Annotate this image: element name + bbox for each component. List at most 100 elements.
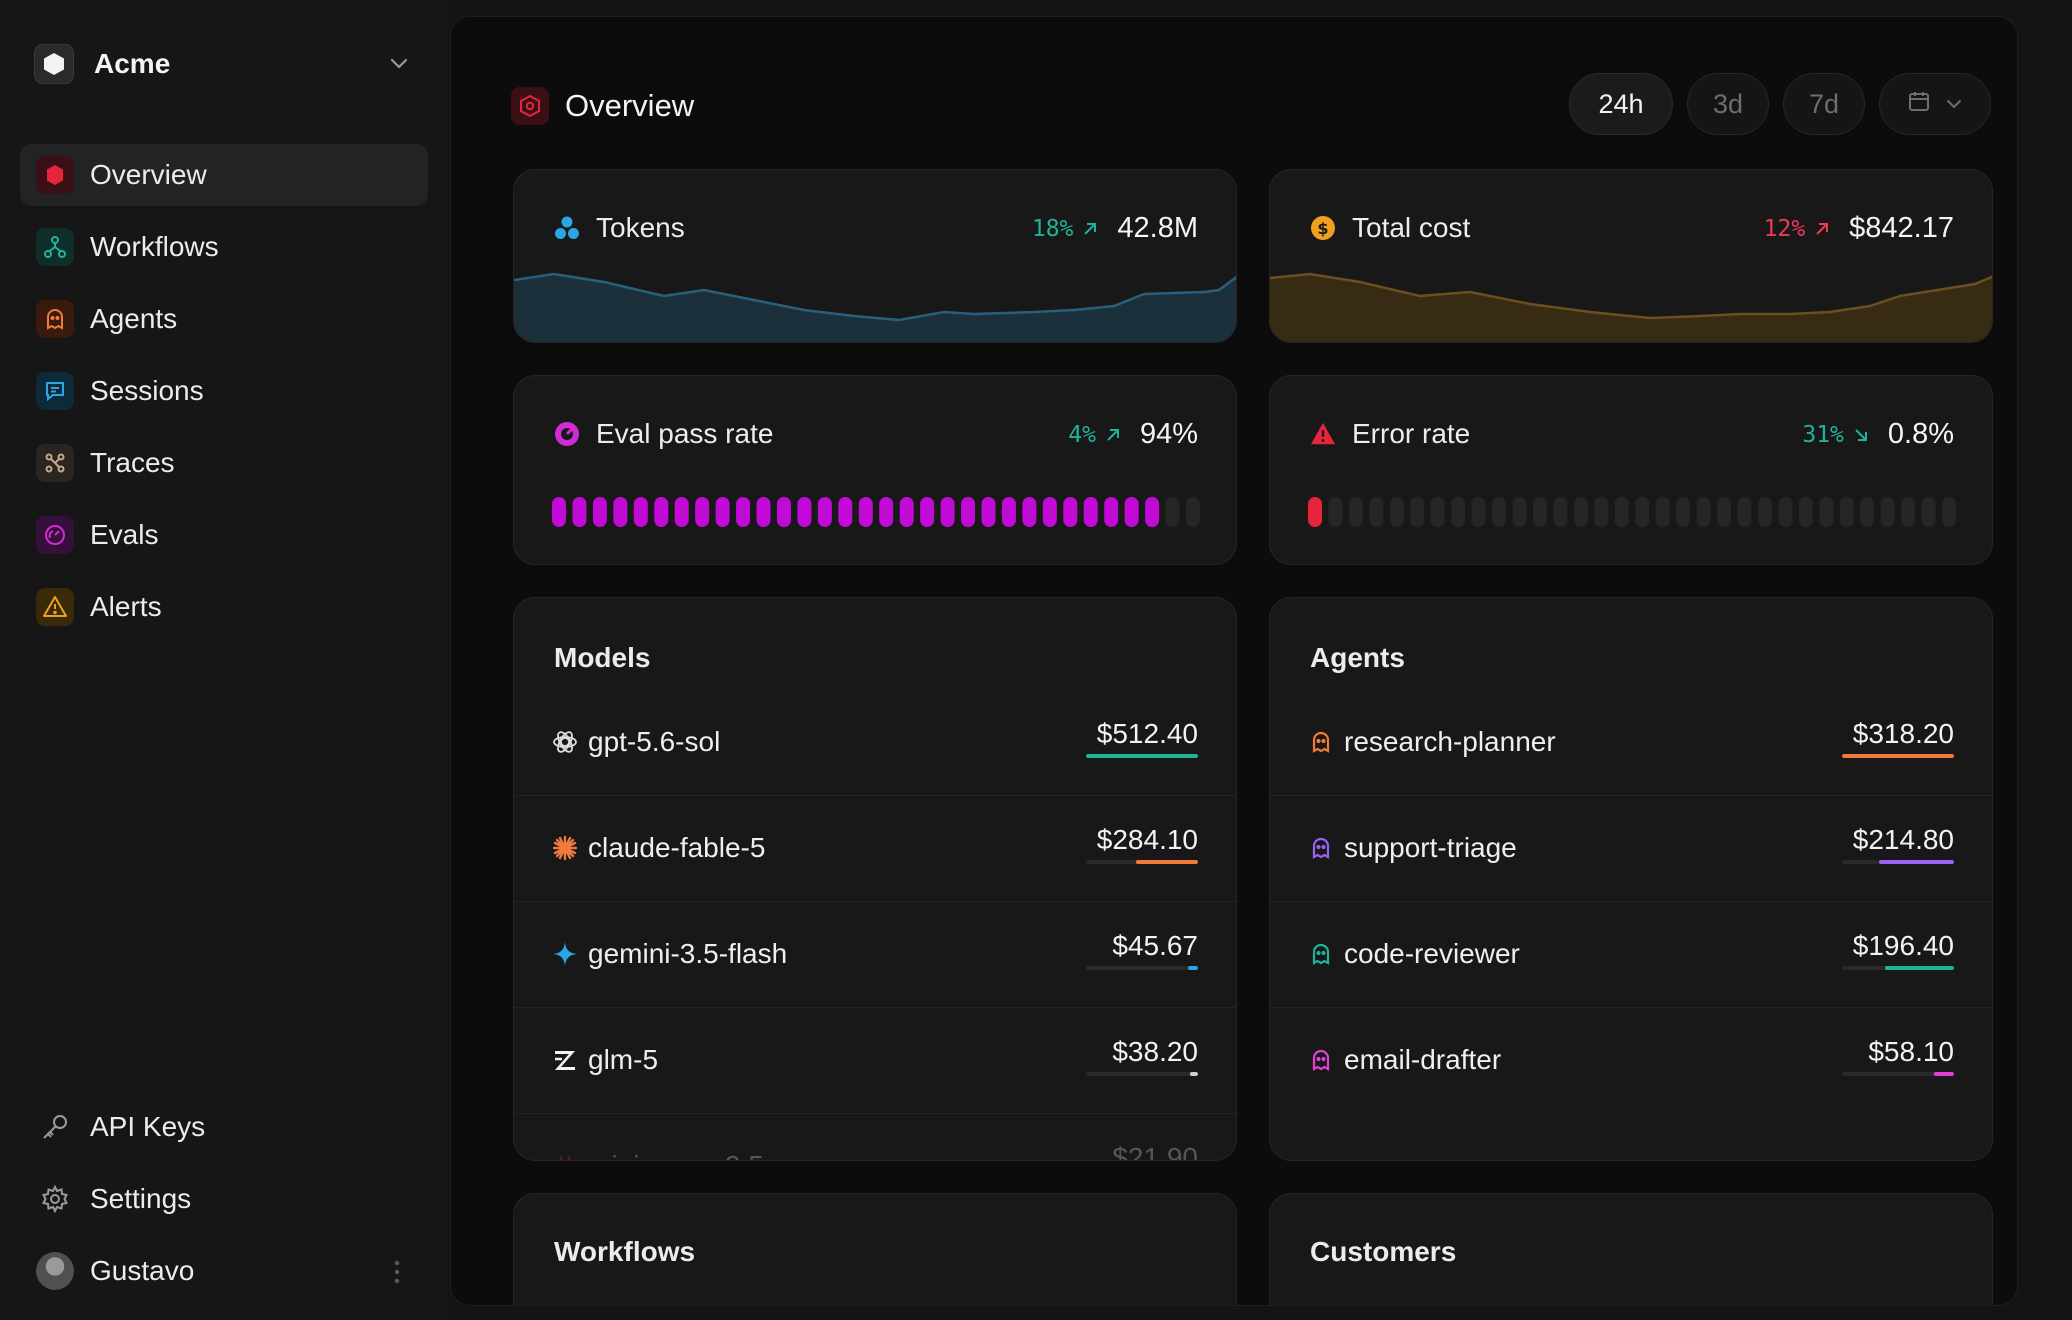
agent-share-bar bbox=[1842, 1072, 1954, 1076]
list-item[interactable]: minimax-m2.5 $21.90 bbox=[514, 1114, 1236, 1160]
segment-empty bbox=[1757, 497, 1772, 527]
model-share-bar bbox=[1086, 860, 1198, 864]
agents-title: Agents bbox=[1310, 642, 1405, 673]
sidebar-item-evals[interactable]: Evals bbox=[20, 504, 428, 566]
segment-filled bbox=[776, 497, 791, 527]
segment-filled bbox=[981, 497, 996, 527]
sidebar-item-label: Agents bbox=[90, 303, 178, 334]
agent-share-bar bbox=[1842, 754, 1954, 758]
user-name: Gustavo bbox=[90, 1255, 195, 1286]
model-name: gemini-3.5-flash bbox=[588, 938, 788, 969]
cost-value: $842.17 bbox=[1849, 212, 1954, 244]
row-left: glm-5 bbox=[552, 1044, 658, 1076]
error-delta-value: 31% bbox=[1802, 421, 1844, 448]
segment-empty bbox=[1696, 497, 1711, 527]
cost-title: $ Total cost bbox=[1310, 212, 1470, 244]
segment-empty bbox=[1655, 497, 1670, 527]
agent-name: research-planner bbox=[1344, 726, 1556, 757]
key-icon bbox=[36, 1108, 74, 1146]
row-left: gemini-3.5-flash bbox=[552, 938, 787, 970]
workspace-switcher[interactable]: Acme bbox=[34, 44, 410, 84]
sidebar-item-workflows[interactable]: Workflows bbox=[20, 216, 428, 278]
sidebar-item-sessions[interactable]: Sessions bbox=[20, 360, 428, 422]
list-item[interactable]: claude-fable-5 $284.10 bbox=[514, 796, 1236, 902]
sidebar-item-label: Evals bbox=[90, 519, 159, 550]
overview-icon bbox=[36, 156, 74, 194]
more-vertical-icon[interactable] bbox=[394, 1260, 400, 1289]
error-rate-card[interactable]: Error rate 31% 0.8% bbox=[1269, 375, 1993, 565]
time-range-selector: 24h 3d 7d bbox=[1569, 73, 1991, 135]
tokens-card[interactable]: Tokens 18% 42.8M bbox=[513, 169, 1237, 343]
tokens-summary: 18% 42.8M bbox=[1032, 212, 1198, 245]
error-progress-segments bbox=[1308, 497, 1956, 527]
calendar-icon bbox=[1907, 89, 1931, 120]
share-bar-fill bbox=[1086, 754, 1198, 758]
segment-empty bbox=[1369, 497, 1384, 527]
sidebar-item-settings[interactable]: Settings bbox=[20, 1168, 428, 1230]
segment-filled bbox=[1083, 497, 1098, 527]
segment-empty bbox=[1186, 497, 1200, 527]
list-item[interactable]: glm-5 $38.20 bbox=[514, 1008, 1236, 1114]
segment-empty bbox=[1860, 497, 1875, 527]
gear-icon bbox=[36, 1180, 74, 1218]
range-7d-button[interactable]: 7d bbox=[1783, 73, 1865, 135]
total-cost-card[interactable]: $ Total cost 12% $842.17 bbox=[1269, 169, 1993, 343]
tokens-value: 42.8M bbox=[1117, 212, 1198, 244]
segment-filled bbox=[633, 497, 648, 527]
agent-name: support-triage bbox=[1344, 832, 1517, 863]
range-3d-button[interactable]: 3d bbox=[1687, 73, 1769, 135]
model-cost: $38.20 bbox=[1112, 1036, 1198, 1067]
sidebar-item-overview[interactable]: Overview bbox=[20, 144, 428, 206]
warning-icon bbox=[36, 588, 74, 626]
dollar-coin-icon: $ bbox=[1310, 215, 1336, 241]
list-item[interactable]: research-planner $318.20 bbox=[1270, 690, 1992, 796]
list-item[interactable]: gemini-3.5-flash $45.67 bbox=[514, 902, 1236, 1008]
agent-icon bbox=[36, 300, 74, 338]
arrow-up-right-icon bbox=[1816, 222, 1829, 235]
error-label: Error rate bbox=[1352, 418, 1471, 449]
eval-delta: 4% bbox=[1068, 422, 1122, 448]
segment-empty bbox=[1737, 497, 1752, 527]
row-left: gpt-5.6-sol bbox=[552, 726, 720, 758]
list-item[interactable]: email-drafter $58.10 bbox=[1270, 1008, 1992, 1114]
segment-empty bbox=[1492, 497, 1507, 527]
segment-empty bbox=[1717, 497, 1732, 527]
segment-empty bbox=[1553, 497, 1568, 527]
eval-pass-rate-card[interactable]: Eval pass rate 4% 94% bbox=[513, 375, 1237, 565]
agent-share-bar bbox=[1842, 860, 1954, 864]
segment-empty bbox=[1410, 497, 1425, 527]
eval-progress-segments bbox=[552, 497, 1200, 527]
sidebar-item-traces[interactable]: Traces bbox=[20, 432, 428, 494]
segment-empty bbox=[1839, 497, 1854, 527]
segment-empty bbox=[1798, 497, 1813, 527]
date-picker-button[interactable] bbox=[1879, 73, 1991, 135]
minimax-icon bbox=[552, 1153, 578, 1160]
list-item[interactable]: support-triage $214.80 bbox=[1270, 796, 1992, 902]
segment-filled bbox=[1145, 497, 1160, 527]
arrow-up-right-icon bbox=[1084, 222, 1097, 235]
share-bar-fill bbox=[1884, 966, 1954, 970]
segment-filled bbox=[654, 497, 669, 527]
segment-empty bbox=[1532, 497, 1547, 527]
agent-cost: $214.80 bbox=[1852, 824, 1954, 855]
tokens-icon bbox=[554, 215, 580, 241]
agent-share-bar bbox=[1842, 966, 1954, 970]
cost-delta-value: 12% bbox=[1763, 215, 1806, 242]
share-bar-fill bbox=[1136, 860, 1198, 864]
user-menu[interactable]: Gustavo bbox=[20, 1240, 428, 1302]
models-title: Models bbox=[554, 642, 651, 673]
agents-list: research-planner $318.20 support-triage … bbox=[1270, 690, 1992, 1114]
sidebar-item-api-keys[interactable]: API Keys bbox=[20, 1096, 428, 1158]
sidebar-item-agents[interactable]: Agents bbox=[20, 288, 428, 350]
list-item[interactable]: code-reviewer $196.40 bbox=[1270, 902, 1992, 1008]
range-24h-button[interactable]: 24h bbox=[1569, 73, 1673, 135]
share-bar-fill bbox=[1190, 1072, 1198, 1076]
glm-icon bbox=[552, 1047, 578, 1073]
model-name: gpt-5.6-sol bbox=[588, 726, 721, 757]
sidebar-item-alerts[interactable]: Alerts bbox=[20, 576, 428, 638]
segment-filled bbox=[756, 497, 771, 527]
sidebar-nav: Overview Workflows Agents Sessions Trace… bbox=[20, 144, 428, 648]
sidebar: Acme Overview Workflows Agents bbox=[0, 0, 446, 1320]
segment-empty bbox=[1328, 497, 1343, 527]
list-item[interactable]: gpt-5.6-sol $512.40 bbox=[514, 690, 1236, 796]
